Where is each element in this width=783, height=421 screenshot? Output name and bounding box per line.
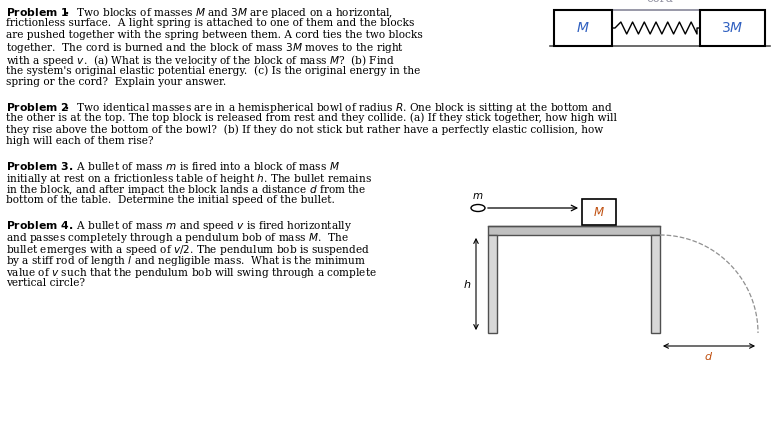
Text: A bullet of mass $m$ is fired into a block of mass $M$: A bullet of mass $m$ is fired into a blo… — [70, 160, 340, 172]
Text: bottom of the table.  Determine the initial speed of the bullet.: bottom of the table. Determine the initi… — [6, 195, 335, 205]
Text: cord: cord — [646, 0, 673, 5]
Text: high will each of them rise?: high will each of them rise? — [6, 136, 153, 146]
Bar — [488, 235, 497, 333]
Text: Two identical masses are in a hemispherical bowl of radius $R$. One block is sit: Two identical masses are in a hemispheri… — [70, 101, 612, 115]
Bar — [554, 10, 612, 46]
Ellipse shape — [471, 205, 485, 211]
Text: the other is at the top. The top block is released from rest and they collide. (: the other is at the top. The top block i… — [6, 112, 617, 123]
Text: A bullet of mass $m$ and speed $v$ is fired horizontally: A bullet of mass $m$ and speed $v$ is fi… — [70, 219, 352, 233]
Text: the system's original elastic potential energy.  (c) Is the original energy in t: the system's original elastic potential … — [6, 65, 420, 75]
Text: $\mathbf{Problem\ 3.}$: $\mathbf{Problem\ 3.}$ — [6, 160, 74, 172]
Text: are pushed together with the spring between them. A cord ties the two blocks: are pushed together with the spring betw… — [6, 29, 423, 40]
Text: value of $v$ such that the pendulum bob will swing through a complete: value of $v$ such that the pendulum bob … — [6, 266, 377, 280]
Text: spring or the cord?  Explain your answer.: spring or the cord? Explain your answer. — [6, 77, 226, 87]
Text: $\mathbf{Problem\ 1}$: $\mathbf{Problem\ 1}$ — [6, 6, 70, 18]
Bar — [700, 10, 765, 46]
Text: bullet emerges with a speed of $v/2$. The pendulum bob is suspended: bullet emerges with a speed of $v/2$. Th… — [6, 242, 370, 257]
Bar — [582, 199, 616, 225]
Text: together.  The cord is burned and the block of mass $3M$ moves to the right: together. The cord is burned and the blo… — [6, 41, 404, 56]
Text: $M$: $M$ — [576, 21, 590, 35]
Text: $3M$: $3M$ — [721, 21, 744, 35]
Text: $M$: $M$ — [593, 205, 605, 218]
Text: $\mathbf{Problem\ 4.}$: $\mathbf{Problem\ 4.}$ — [6, 219, 74, 231]
Text: $\mathbf{.}$: $\mathbf{.}$ — [64, 101, 69, 111]
Text: they rise above the bottom of the bowl?  (b) If they do not stick but rather hav: they rise above the bottom of the bowl? … — [6, 124, 603, 135]
Bar — [651, 235, 660, 333]
Text: and passes completely through a pendulum bob of mass $M$.  The: and passes completely through a pendulum… — [6, 231, 349, 245]
Text: $m$: $m$ — [472, 191, 484, 201]
Text: frictionless surface.  A light spring is attached to one of them and the blocks: frictionless surface. A light spring is … — [6, 18, 414, 28]
Text: $\mathbf{.}$: $\mathbf{.}$ — [64, 6, 69, 16]
Text: initially at rest on a frictionless table of height $h$. The bullet remains: initially at rest on a frictionless tabl… — [6, 172, 372, 186]
Text: with a speed $v$.  (a) What is the velocity of the block of mass $M$?  (b) Find: with a speed $v$. (a) What is the veloci… — [6, 53, 395, 68]
Text: vertical circle?: vertical circle? — [6, 278, 85, 288]
Text: Two blocks of masses $M$ and $3M$ are placed on a horizontal,: Two blocks of masses $M$ and $3M$ are pl… — [70, 6, 393, 20]
Bar — [488, 226, 660, 235]
Text: $d$: $d$ — [705, 350, 713, 362]
Text: by a stiff rod of length $l$ and negligible mass.  What is the minimum: by a stiff rod of length $l$ and negligi… — [6, 254, 366, 269]
Text: $h$: $h$ — [463, 278, 471, 290]
Text: $\mathbf{Problem\ 2}$: $\mathbf{Problem\ 2}$ — [6, 101, 69, 112]
Text: in the block, and after impact the block lands a distance $d$ from the: in the block, and after impact the block… — [6, 184, 366, 197]
